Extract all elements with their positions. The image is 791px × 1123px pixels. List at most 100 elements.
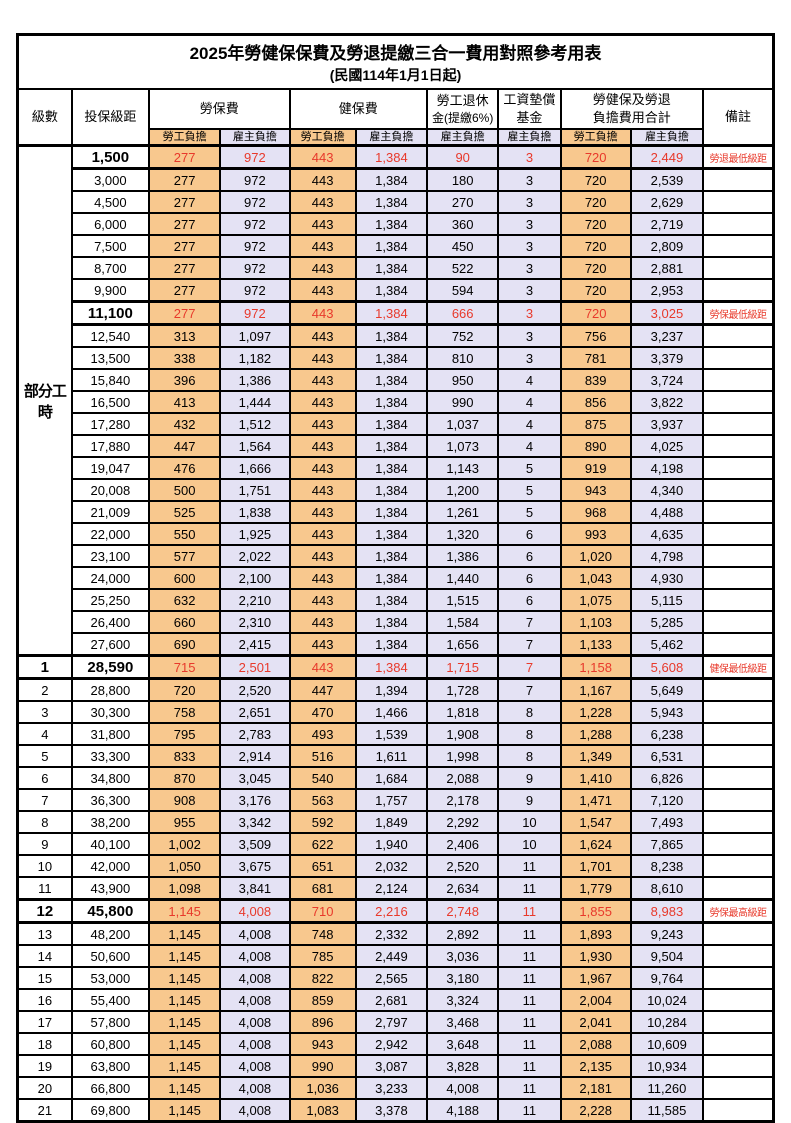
cell-insured-bracket: 25,250 bbox=[70, 588, 151, 612]
cell-value: 720 bbox=[559, 167, 632, 192]
table-row: 23,100 577 2,022 443 1,384 1,386 6 1,020 4,798 bbox=[18, 544, 775, 568]
cell-value: 720 bbox=[559, 256, 632, 280]
cell-value: 3,841 bbox=[219, 876, 291, 901]
cell-value: 1,715 bbox=[426, 654, 500, 680]
cell-value: 720 bbox=[559, 234, 632, 258]
cell-value: 8 bbox=[497, 722, 562, 746]
cell-value: 2,004 bbox=[559, 988, 632, 1012]
cell-value: 1,701 bbox=[559, 854, 632, 878]
cell-value: 4,198 bbox=[629, 456, 705, 480]
cell-value: 11 bbox=[497, 1010, 562, 1034]
cell-value: 2,181 bbox=[559, 1076, 632, 1100]
cell-note bbox=[702, 588, 775, 612]
table-row: 13 48,200 1,145 4,008 748 2,332 2,892 11 1,893 9,… bbox=[16, 921, 775, 946]
cell-note bbox=[702, 1098, 775, 1123]
cell-insured-bracket: 17,280 bbox=[70, 412, 151, 436]
table-body: 部分工時 1,500 277 972 443 1,384 90 3 720 2,449 勞退最低級距… bbox=[16, 144, 775, 1123]
cell-value: 1,073 bbox=[426, 434, 500, 458]
cell-value: 9,504 bbox=[629, 944, 705, 968]
cell-insured-bracket: 7,500 bbox=[70, 234, 151, 258]
cell-value: 1,384 bbox=[354, 456, 429, 480]
header-group-row: 級數 投保級距 勞保費 健保費 勞工退休 金(提繳6%) 工資墊償 基金 勞健保及勞… bbox=[16, 88, 775, 147]
cell-value: 5,608 bbox=[629, 654, 705, 680]
cell-value: 6 bbox=[497, 544, 562, 568]
cell-insured-bracket: 27,600 bbox=[70, 632, 151, 657]
cell-value: 4,798 bbox=[629, 544, 705, 568]
table-row: 2 28,800 720 2,520 447 1,394 1,728 7 1,167 5,649 bbox=[16, 677, 775, 702]
subheader-pension-employer: 雇主負擔 bbox=[426, 128, 500, 147]
cell-value: 4,008 bbox=[219, 1098, 291, 1123]
col-header-bracket: 投保級距 bbox=[70, 88, 151, 147]
cell-value: 993 bbox=[559, 522, 632, 546]
cell-value: 7,493 bbox=[629, 810, 705, 834]
table-row: 15 53,000 1,145 4,008 822 2,565 3,180 11 1,967 9,… bbox=[16, 966, 775, 990]
cell-value: 2,651 bbox=[219, 700, 291, 724]
table-row: 17 57,800 1,145 4,008 896 2,797 3,468 11 2,041 10… bbox=[16, 1010, 775, 1034]
cell-value: 4,008 bbox=[219, 921, 291, 946]
cell-value: 1,656 bbox=[426, 632, 500, 657]
cell-note bbox=[702, 412, 775, 436]
cell-value: 1,384 bbox=[354, 278, 429, 303]
cell-value: 990 bbox=[426, 390, 500, 414]
page-title: 2025年勞健保保費及勞退提繳三合一費用對照參考用表 bbox=[189, 44, 602, 63]
cell-value: 1,384 bbox=[354, 256, 429, 280]
cell-value: 6,826 bbox=[629, 766, 705, 790]
cell-value: 11 bbox=[497, 898, 562, 924]
cell-value: 1,998 bbox=[426, 744, 500, 768]
cell-value: 1,410 bbox=[559, 766, 632, 790]
cell-value: 1,145 bbox=[147, 921, 222, 946]
cell-value: 1,143 bbox=[426, 456, 500, 480]
subheader-health-employer: 雇主負擔 bbox=[354, 128, 429, 147]
cell-note bbox=[702, 810, 775, 834]
cell-note bbox=[702, 566, 775, 590]
cell-level: 2 bbox=[16, 677, 73, 702]
cell-level: 13 bbox=[16, 921, 73, 946]
cell-value: 972 bbox=[219, 278, 291, 303]
cell-value: 11 bbox=[497, 854, 562, 878]
cell-value: 1,133 bbox=[559, 632, 632, 657]
cell-value: 432 bbox=[147, 412, 222, 436]
cell-value: 277 bbox=[147, 167, 222, 192]
cell-value: 1,925 bbox=[219, 522, 291, 546]
cell-level: 7 bbox=[16, 788, 73, 812]
cell-note bbox=[702, 988, 775, 1012]
cell-value: 690 bbox=[147, 632, 222, 657]
cell-insured-bracket: 40,100 bbox=[70, 832, 151, 856]
cell-note bbox=[702, 1054, 775, 1078]
cell-insured-bracket: 17,880 bbox=[70, 434, 151, 458]
level-group-part-time: 部分工時 bbox=[16, 144, 73, 657]
cell-value: 3,176 bbox=[219, 788, 291, 812]
cell-note bbox=[702, 966, 775, 990]
cell-value: 2,124 bbox=[354, 876, 429, 901]
cell-value: 443 bbox=[288, 500, 357, 524]
table-row: 16,500 413 1,444 443 1,384 990 4 856 3,822 bbox=[18, 390, 775, 414]
cell-value: 277 bbox=[147, 234, 222, 258]
cell-note bbox=[702, 610, 775, 634]
cell-value: 1,075 bbox=[559, 588, 632, 612]
cell-value: 1,145 bbox=[147, 1010, 222, 1034]
table-row: 3 30,300 758 2,651 470 1,466 1,818 8 1,228 5,943 bbox=[16, 700, 775, 724]
cell-note bbox=[702, 788, 775, 812]
cell-value: 3 bbox=[497, 300, 562, 326]
table-row: 24,000 600 2,100 443 1,384 1,440 6 1,043 4,930 bbox=[18, 566, 775, 590]
cell-value: 3 bbox=[497, 234, 562, 258]
cell-value: 972 bbox=[219, 256, 291, 280]
table-row: 15,840 396 1,386 443 1,384 950 4 839 3,724 bbox=[18, 368, 775, 392]
cell-value: 470 bbox=[288, 700, 357, 724]
cell-value: 1,849 bbox=[354, 810, 429, 834]
cell-value: 3,648 bbox=[426, 1032, 500, 1056]
cell-value: 4,008 bbox=[219, 966, 291, 990]
cell-value: 943 bbox=[559, 478, 632, 502]
cell-value: 1,384 bbox=[354, 190, 429, 214]
cell-value: 968 bbox=[559, 500, 632, 524]
cell-value: 1,384 bbox=[354, 610, 429, 634]
cell-note bbox=[702, 456, 775, 480]
cell-note bbox=[702, 1010, 775, 1034]
cell-value: 443 bbox=[288, 167, 357, 192]
cell-value: 3,822 bbox=[629, 390, 705, 414]
cell-insured-bracket: 12,540 bbox=[70, 323, 151, 348]
table-row: 7 36,300 908 3,176 563 1,757 2,178 9 1,471 7,120 bbox=[16, 788, 775, 812]
cell-value: 3,045 bbox=[219, 766, 291, 790]
cell-value: 1,940 bbox=[354, 832, 429, 856]
cell-level: 8 bbox=[16, 810, 73, 834]
